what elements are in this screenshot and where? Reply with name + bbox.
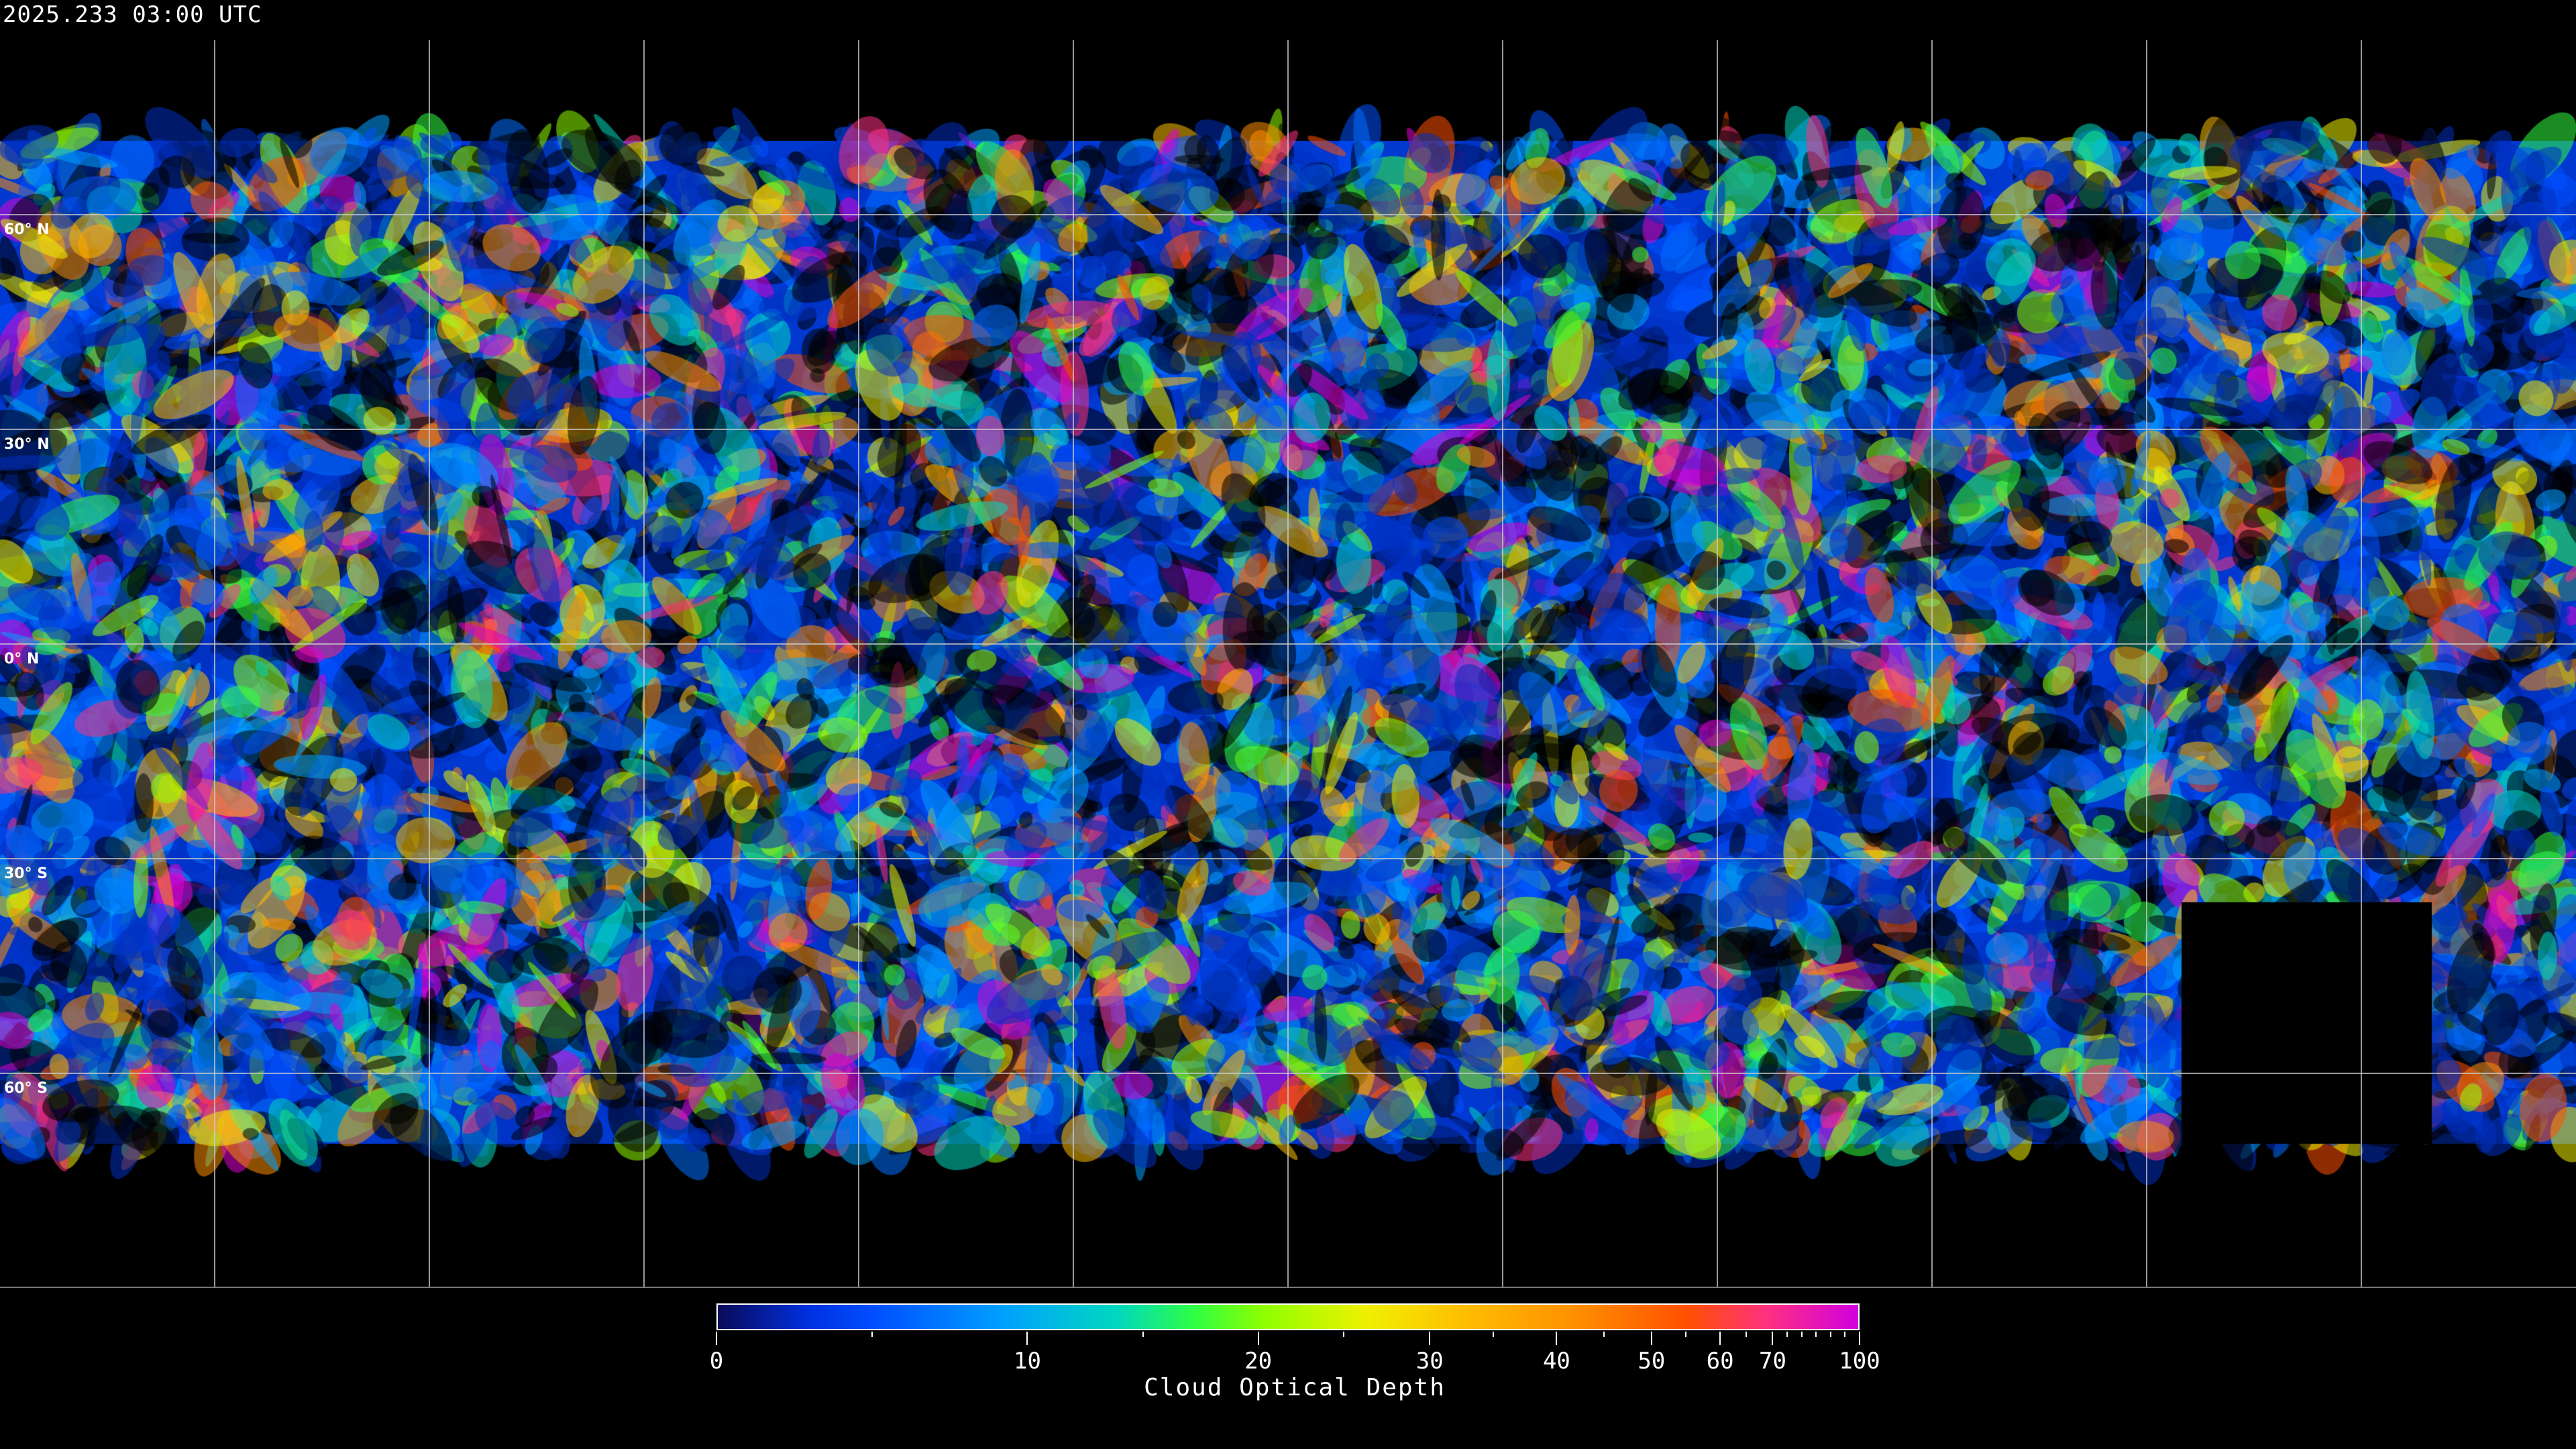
colorbar-minor-tick [1815, 1332, 1817, 1337]
colorbar-major-tick [1429, 1332, 1431, 1345]
colorbar-minor-tick [1492, 1332, 1494, 1337]
colorbar-tick-label: 30 [1415, 1348, 1444, 1375]
colorbar-major-tick [1556, 1332, 1558, 1345]
colorbar-major-tick [1859, 1332, 1860, 1345]
colorbar-tick-label: 0 [709, 1348, 724, 1375]
colorbar-major-tick [1026, 1332, 1028, 1345]
cloud-optical-depth-map: 60° N 30° N 0° N 30° S 60° S [0, 0, 2576, 1288]
colorbar-ticks: 0 10 20 30 40 50 60 70 100 [710, 1332, 1880, 1399]
colorbar-major-tick [716, 1332, 717, 1345]
lat-label-60s: 60° S [4, 1080, 48, 1097]
divider [0, 1287, 2576, 1288]
lat-label-0: 0° N [4, 651, 40, 667]
colorbar-major-tick [1719, 1332, 1721, 1345]
colorbar-minor-tick [871, 1332, 873, 1337]
colorbar-minor-tick [1684, 1332, 1686, 1337]
colorbar-tick-label: 10 [1014, 1348, 1041, 1375]
colorbar-tick-label: 70 [1759, 1348, 1786, 1375]
colorbar-major-tick [1650, 1332, 1652, 1345]
colorbar-minor-tick [1786, 1332, 1788, 1337]
colorbar [716, 1303, 1860, 1330]
graticule [0, 40, 2576, 1287]
colorbar-minor-tick [1343, 1332, 1345, 1337]
colorbar-minor-tick [1142, 1332, 1144, 1337]
colorbar-minor-tick [1603, 1332, 1605, 1337]
lat-label-60n: 60° N [4, 221, 50, 238]
colorbar-tick-label: 60 [1706, 1348, 1734, 1375]
colorbar-minor-tick [1829, 1332, 1831, 1337]
colorbar-major-tick [1257, 1332, 1259, 1345]
colorbar-tick-label: 50 [1638, 1348, 1666, 1375]
colorbar-minor-tick [1801, 1332, 1803, 1337]
colorbar-minor-tick [1844, 1332, 1846, 1337]
lat-label-30n: 30° N [4, 436, 50, 453]
colorbar-tick-label: 40 [1542, 1348, 1570, 1375]
colorbar-title: Cloud Optical Depth [1144, 1374, 1446, 1401]
timestamp-title: 2025.233 03:00 UTC [3, 1, 262, 28]
colorbar-minor-tick [1746, 1332, 1748, 1337]
colorbar-major-tick [1772, 1332, 1774, 1345]
lat-label-30s: 30° S [4, 865, 48, 882]
colorbar-tick-label: 20 [1244, 1348, 1273, 1375]
colorbar-tick-label: 100 [1839, 1348, 1880, 1375]
